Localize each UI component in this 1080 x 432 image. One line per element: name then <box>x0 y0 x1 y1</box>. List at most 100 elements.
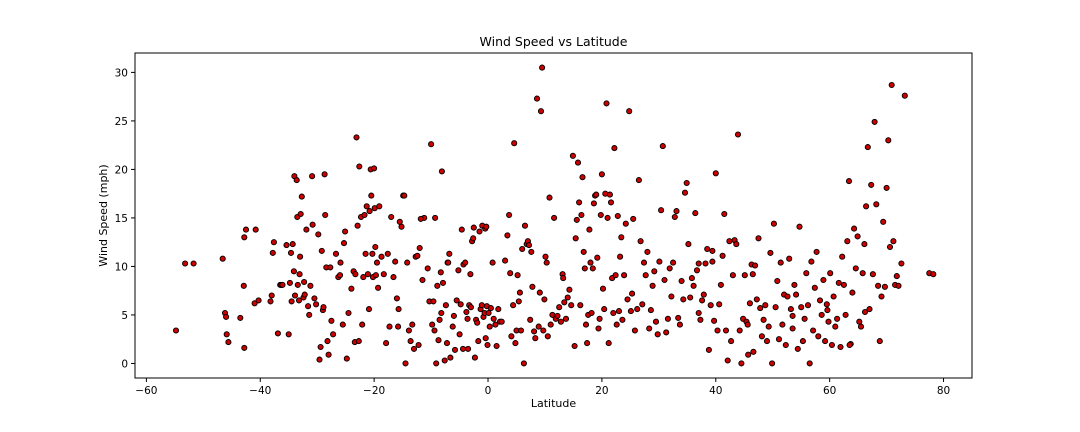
data-point <box>533 95 541 102</box>
x-tick-label: 0 <box>485 385 492 397</box>
data-point <box>521 222 529 229</box>
data-point <box>487 305 494 312</box>
data-point <box>464 315 471 322</box>
data-point <box>325 351 332 358</box>
data-point <box>409 321 416 328</box>
data-point <box>673 208 680 215</box>
data-point <box>709 258 716 265</box>
data-point <box>547 321 554 328</box>
data-point <box>371 165 378 172</box>
data-point <box>566 286 573 293</box>
data-point <box>864 144 871 151</box>
data-point <box>525 242 533 249</box>
data-point <box>582 321 590 328</box>
data-point <box>510 302 517 309</box>
data-point <box>577 302 584 309</box>
data-point <box>668 293 675 300</box>
data-point <box>332 250 340 257</box>
data-point <box>402 360 409 367</box>
data-point <box>876 338 883 345</box>
data-point <box>345 309 352 317</box>
data-point <box>309 173 316 180</box>
data-point <box>863 203 870 210</box>
data-point <box>383 340 390 347</box>
data-point <box>693 267 701 274</box>
data-point <box>671 213 678 221</box>
data-point <box>336 272 344 279</box>
data-point <box>752 262 759 269</box>
data-point <box>430 298 437 305</box>
data-point <box>930 271 937 278</box>
data-point <box>757 305 764 312</box>
data-point <box>542 253 549 260</box>
data-point <box>649 282 656 289</box>
data-point <box>364 271 371 278</box>
data-point <box>540 327 547 334</box>
data-point <box>789 325 796 332</box>
data-point <box>560 275 567 282</box>
data-point <box>741 272 748 279</box>
data-point <box>305 303 312 310</box>
data-point <box>840 281 847 288</box>
data-point <box>712 170 719 177</box>
data-point <box>569 152 576 159</box>
data-point <box>888 81 895 89</box>
data-point <box>360 274 367 281</box>
data-point <box>646 325 653 332</box>
data-point <box>295 297 303 304</box>
data-point <box>871 118 878 125</box>
x-tick-label: 60 <box>823 385 836 397</box>
data-point <box>652 318 660 325</box>
data-point <box>617 253 624 260</box>
data-point <box>825 318 832 325</box>
data-point <box>536 289 543 296</box>
data-point <box>714 327 721 334</box>
data-point <box>666 265 673 272</box>
data-point <box>630 215 637 222</box>
data-point <box>690 282 697 289</box>
data-point <box>269 249 276 256</box>
data-point <box>384 250 391 257</box>
data-point <box>443 340 451 347</box>
data-point <box>634 306 641 313</box>
data-point <box>493 342 500 350</box>
data-point <box>298 193 305 200</box>
data-point <box>779 321 786 328</box>
data-point <box>587 259 594 266</box>
data-point <box>599 285 607 292</box>
data-point <box>606 191 613 198</box>
data-point <box>285 331 292 338</box>
data-point <box>663 329 670 336</box>
data-point <box>392 258 399 265</box>
data-point <box>516 289 523 296</box>
data-point <box>527 316 534 323</box>
data-point <box>637 238 644 245</box>
data-point <box>321 171 328 178</box>
x-tick-label: −20 <box>363 385 385 397</box>
data-point <box>579 174 586 181</box>
data-point <box>627 308 634 315</box>
data-point <box>640 259 648 266</box>
data-point <box>839 253 846 260</box>
data-point <box>851 225 858 232</box>
data-point <box>598 171 605 178</box>
data-point <box>255 297 262 304</box>
data-point <box>307 282 314 289</box>
y-axis-label: Wind Speed (mph) <box>97 164 110 266</box>
data-point <box>313 301 320 308</box>
data-point <box>375 284 382 291</box>
data-point <box>287 249 295 256</box>
data-point <box>774 277 781 285</box>
data-point <box>687 294 694 301</box>
data-point <box>699 297 706 304</box>
data-point <box>824 307 831 314</box>
data-point <box>861 241 868 248</box>
data-point <box>431 327 438 334</box>
data-point <box>873 201 880 208</box>
data-point <box>429 321 436 328</box>
data-point <box>395 306 402 313</box>
data-point <box>794 345 801 352</box>
data-point <box>369 250 376 257</box>
data-point <box>573 216 580 223</box>
